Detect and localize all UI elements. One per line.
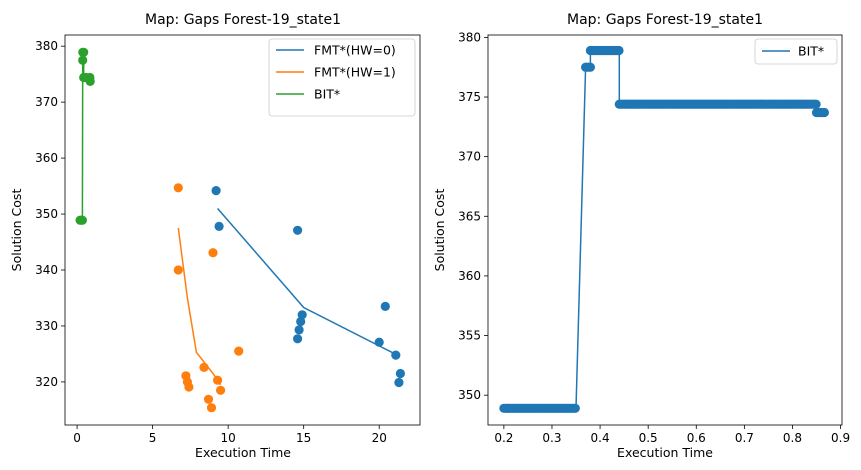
data-point bbox=[811, 99, 821, 109]
data-point bbox=[374, 337, 384, 347]
y-tick-label: 320 bbox=[35, 375, 58, 389]
chart-right-title: Map: Gaps Forest-19_state1 bbox=[567, 12, 763, 28]
legend-label-bit: BIT* bbox=[314, 87, 340, 102]
y-tick-label: 365 bbox=[458, 209, 481, 223]
y-tick-label: 370 bbox=[35, 95, 58, 109]
legend-label-bit: BIT* bbox=[798, 44, 824, 59]
y-tick-label: 330 bbox=[35, 319, 58, 333]
chart-left-ylabel: Solution Cost bbox=[9, 189, 24, 272]
x-tick-label: 15 bbox=[296, 431, 311, 445]
y-tick-label: 360 bbox=[458, 269, 481, 283]
data-point bbox=[184, 382, 194, 392]
data-point bbox=[203, 394, 214, 404]
chart-left-xlabel: Execution Time bbox=[195, 445, 291, 460]
x-tick-label: 20 bbox=[372, 431, 387, 445]
data-point bbox=[213, 375, 223, 385]
data-point bbox=[296, 316, 306, 327]
data-point bbox=[173, 265, 183, 275]
data-point bbox=[585, 62, 596, 72]
y-tick-label: 380 bbox=[35, 39, 58, 53]
y-tick-label: 375 bbox=[458, 90, 481, 104]
legend-label-fmt-hw1: FMT*(HW=1) bbox=[314, 65, 396, 80]
data-point bbox=[211, 186, 221, 196]
chart-right-frame bbox=[487, 34, 843, 426]
data-point bbox=[216, 385, 226, 395]
data-point bbox=[77, 215, 87, 225]
x-tick-label: 0.2 bbox=[494, 431, 513, 445]
x-tick-label: 0.5 bbox=[639, 431, 658, 445]
legend-label-fmt-hw0: FMT*(HW=0) bbox=[314, 43, 396, 58]
chart-left: Map: Gaps Forest-19_state1 0 5 10 15 20 320 33… bbox=[9, 12, 421, 460]
x-tick-label: 0.7 bbox=[735, 431, 754, 445]
series-line bbox=[217, 208, 398, 356]
series-2 bbox=[75, 47, 95, 225]
chart-right-legend: BIT* bbox=[754, 38, 838, 65]
legend-box bbox=[268, 38, 416, 117]
x-tick-label: 0.4 bbox=[591, 431, 610, 445]
chart-right: Map: Gaps Forest-19_state1 0.2 0.3 0.4 0.5 0… bbox=[432, 12, 850, 460]
data-point bbox=[85, 76, 95, 86]
data-point bbox=[570, 403, 580, 413]
chart-left-legend: FMT*(HW=0) FMT*(HW=1) BIT* bbox=[268, 38, 416, 117]
y-tick-label: 360 bbox=[35, 151, 58, 165]
chart-right-data bbox=[499, 45, 830, 413]
x-tick-label: 10 bbox=[221, 431, 236, 445]
data-point bbox=[394, 377, 404, 388]
data-point bbox=[391, 350, 401, 360]
data-point bbox=[78, 55, 88, 65]
chart-left-data bbox=[75, 47, 405, 413]
x-tick-label: 0.8 bbox=[783, 431, 802, 445]
chart-right-ticks: 0.2 0.3 0.4 0.5 0.6 0.7 0.8 0.9 350 355 360 365 370 3… bbox=[458, 30, 850, 445]
data-point bbox=[294, 325, 304, 335]
data-point bbox=[206, 403, 217, 413]
chart-left-ticks: 0 5 10 15 20 320 330 340 350 360 370 380 bbox=[35, 39, 387, 445]
data-point bbox=[208, 248, 218, 258]
data-point bbox=[234, 346, 244, 356]
data-point bbox=[199, 362, 209, 372]
data-point bbox=[293, 225, 303, 235]
data-point bbox=[214, 221, 224, 231]
y-tick-label: 340 bbox=[35, 263, 58, 277]
series-1 bbox=[173, 183, 244, 413]
data-point bbox=[293, 334, 303, 344]
x-tick-label: 0.9 bbox=[831, 431, 850, 445]
legend-box bbox=[754, 38, 838, 65]
data-point bbox=[819, 107, 830, 118]
chart-left-title: Map: Gaps Forest-19_state1 bbox=[145, 12, 341, 28]
data-point bbox=[173, 183, 183, 193]
x-tick-label: 0 bbox=[73, 431, 81, 445]
y-tick-label: 355 bbox=[458, 329, 481, 343]
y-tick-label: 350 bbox=[35, 207, 58, 221]
x-tick-label: 0.6 bbox=[687, 431, 706, 445]
data-point bbox=[614, 45, 624, 56]
y-tick-label: 350 bbox=[458, 388, 481, 402]
series-bit bbox=[499, 45, 830, 413]
chart-right-ylabel: Solution Cost bbox=[432, 189, 447, 272]
data-point bbox=[395, 368, 405, 379]
y-tick-label: 370 bbox=[458, 150, 481, 164]
data-point bbox=[380, 301, 390, 311]
series-0 bbox=[211, 186, 405, 388]
y-tick-label: 380 bbox=[458, 30, 481, 44]
chart-left-frame bbox=[64, 34, 421, 426]
x-tick-label: 5 bbox=[149, 431, 157, 445]
data-point bbox=[79, 47, 89, 57]
chart-right-xlabel: Execution Time bbox=[617, 445, 713, 460]
x-tick-label: 0.3 bbox=[542, 431, 561, 445]
